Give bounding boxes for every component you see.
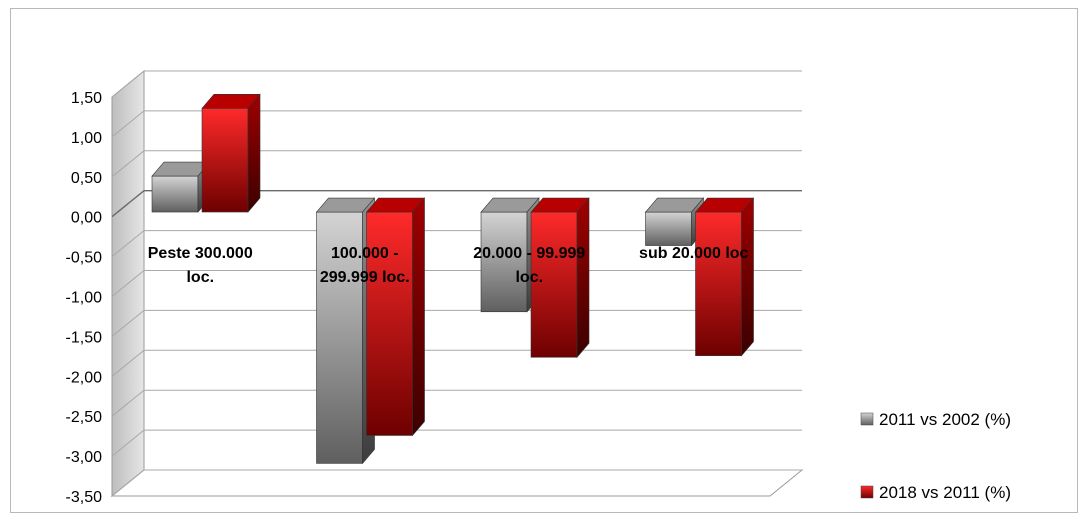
bar-red (201, 93, 261, 213)
bar-front (201, 107, 249, 213)
floor (110, 469, 804, 497)
category-labels: Peste 300.000 loc. 100.000 - 299.999 loc. 20… (148, 245, 749, 286)
y-tick-label: 1,00 (71, 130, 102, 147)
gridline (111, 110, 802, 138)
bar-front (695, 211, 742, 356)
y-tick-label: -2,50 (66, 409, 103, 426)
bar-red (365, 197, 426, 437)
gridline (111, 389, 802, 417)
bar-gray (480, 197, 540, 313)
legend: 2011 vs 2002 (%) 2018 vs 2011 (%) (860, 410, 1011, 502)
bar-gray (151, 161, 211, 213)
bar-side (247, 93, 261, 213)
y-tick-label: -1,00 (66, 290, 103, 307)
legend-item: 2011 vs 2002 (%) (860, 410, 1011, 429)
gridline (111, 469, 802, 497)
y-tick-label: -3,00 (66, 449, 103, 466)
y-tick-label: -3,50 (66, 489, 103, 506)
legend-item: 2018 vs 2011 (%) (860, 483, 1011, 502)
bar-gray (644, 197, 705, 247)
gridline (111, 429, 802, 457)
bar-front (151, 175, 199, 213)
category-label: Peste 300.000 loc. (148, 245, 253, 286)
bar-red (530, 197, 590, 359)
category-label-line: loc. (515, 269, 543, 286)
category-label: 100.000 - 299.999 loc. (320, 245, 410, 286)
y-axis: 1,50 1,00 0,50 0,00 -0,50 -1,00 -1,50 -2,00 -2,5… (66, 90, 103, 506)
category-label-line: 100.000 - (331, 245, 399, 262)
y-tick-label: 1,50 (71, 90, 102, 107)
bar-gray (315, 197, 376, 465)
bar-side (576, 197, 590, 359)
category-label-line: 20.000 - 99.999 (473, 245, 585, 262)
y-tick-label: -1,50 (66, 329, 103, 346)
bar-red (694, 197, 755, 357)
category-label-line: loc. (186, 269, 214, 286)
category-label: 20.000 - 99.999 loc. (473, 245, 585, 286)
category-label-line: sub 20.000 loc (639, 245, 748, 262)
legend-swatch (860, 485, 874, 499)
category-label-line: 299.999 loc. (320, 269, 410, 286)
category-label-line: Peste 300.000 (148, 245, 253, 262)
bar-front (530, 211, 578, 358)
legend-label: 2018 vs 2011 (%) (879, 483, 1011, 502)
bars (151, 93, 755, 465)
bar-side (412, 197, 425, 437)
legend-swatch (860, 412, 874, 426)
y-tick-label: -2,00 (66, 369, 103, 386)
y-tick-label: 0,50 (71, 170, 102, 187)
bar-front (480, 211, 528, 313)
bar-front (645, 211, 692, 246)
bar-side (741, 197, 754, 357)
gridline (111, 70, 802, 98)
legend-label: 2011 vs 2002 (%) (879, 410, 1011, 429)
y-tick-label: 0,00 (71, 210, 102, 227)
bar-front (316, 211, 363, 464)
zero-gridline (111, 189, 802, 218)
bar-front (366, 211, 413, 436)
category-label: sub 20.000 loc (639, 245, 748, 262)
y-tick-label: -0,50 (66, 250, 103, 267)
gridline (111, 150, 802, 178)
